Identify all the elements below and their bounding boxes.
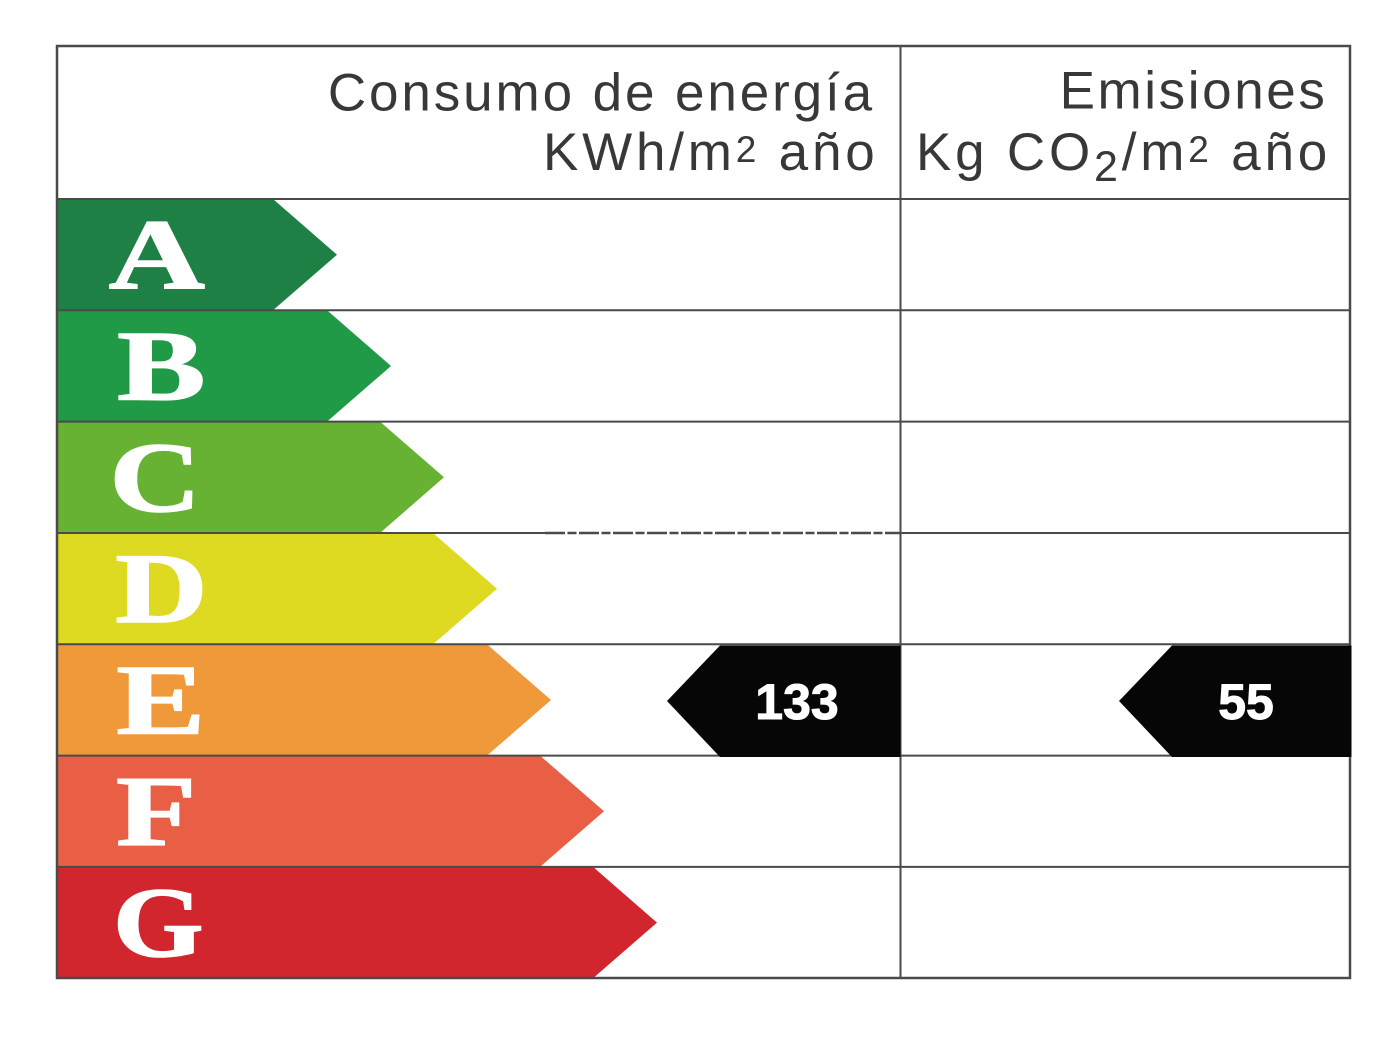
svg-text:G: G (113, 868, 204, 979)
svg-text:D: D (115, 533, 207, 644)
svg-text:F: F (116, 757, 196, 867)
svg-text:E: E (116, 645, 205, 755)
svg-text:133: 133 (755, 674, 838, 730)
svg-text:Emisiones: Emisiones (1060, 62, 1328, 121)
svg-text:C: C (109, 421, 200, 532)
svg-text:55: 55 (1218, 674, 1274, 730)
svg-text:A: A (109, 200, 205, 311)
svg-text:KWh/m2 año: KWh/m2 año (543, 123, 878, 182)
svg-text:Kg CO2/m2 año: Kg CO2/m2 año (916, 123, 1331, 191)
svg-text:Consumo de energía: Consumo de energía (328, 64, 875, 123)
svg-text:B: B (117, 312, 205, 422)
